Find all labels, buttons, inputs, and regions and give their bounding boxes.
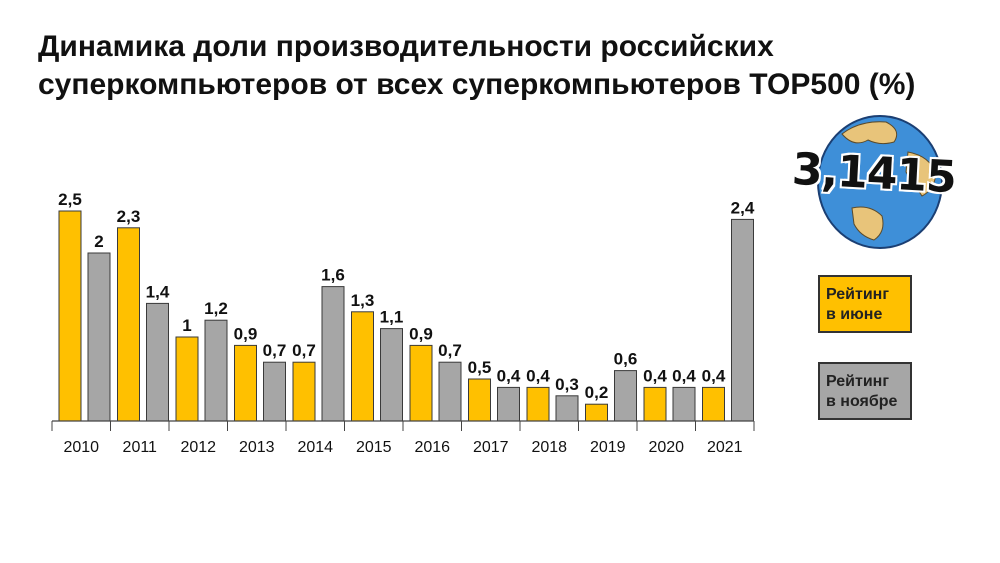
data-label-june-2017: 0,5 <box>468 358 492 377</box>
bar-november-2019 <box>614 370 637 422</box>
data-label-november-2020: 0,4 <box>672 366 696 385</box>
legend-november-line-1: Рейтинг <box>826 373 890 390</box>
data-label-june-2014: 0,7 <box>292 341 316 360</box>
data-label-june-2018: 0,4 <box>526 366 550 385</box>
data-label-june-2012: 1 <box>182 316 191 335</box>
bar-november-2011 <box>146 302 169 422</box>
x-tick-label-2016: 2016 <box>414 439 450 456</box>
x-tick-label-2015: 2015 <box>356 439 392 456</box>
bar-november-2014 <box>321 286 345 422</box>
data-label-november-2015: 1,1 <box>380 308 404 327</box>
bar-june-2013 <box>234 344 257 422</box>
data-label-november-2018: 0,3 <box>555 375 579 394</box>
bar-november-2021 <box>731 218 754 422</box>
data-label-november-2021: 2,4 <box>731 198 755 217</box>
legend-june-line-2: в июне <box>826 306 883 323</box>
chart-title: Динамика доли производительности российс… <box>38 28 978 104</box>
bar-november-2018 <box>555 395 579 422</box>
bar-november-2020 <box>672 386 696 422</box>
data-label-june-2013: 0,9 <box>234 324 258 343</box>
pi-logo-text: 3,1415 <box>790 143 958 204</box>
x-tick-label-2014: 2014 <box>297 439 333 456</box>
data-label-june-2016: 0,9 <box>409 324 433 343</box>
data-label-june-2015: 1,3 <box>351 291 375 310</box>
x-axis: 2010 2011 2012 2013 2014 2015 2016 2017 2018 2019… <box>51 420 755 456</box>
bar-november-2010 <box>87 252 111 422</box>
legend-november-line-2: в ноябре <box>826 393 898 410</box>
bar-june-2015 <box>351 311 374 422</box>
bar-june-2014 <box>292 361 316 422</box>
bar-june-2010 <box>58 210 82 422</box>
bar-june-2011 <box>117 227 140 422</box>
bars-layer: 2,5 2 2,3 1,4 1 1,2 0,9 0,7 0,7 1,6 1,3 1,1 0,9 0,7 0,… <box>58 190 755 422</box>
x-tick-label-2021: 2021 <box>707 439 743 456</box>
bar-november-2015 <box>380 328 403 422</box>
x-tick-label-2017: 2017 <box>473 439 509 456</box>
data-label-november-2014: 1,6 <box>321 266 345 285</box>
bar-june-2020 <box>643 386 667 422</box>
data-label-november-2012: 1,2 <box>204 299 228 318</box>
x-tick-label-2020: 2020 <box>648 439 684 456</box>
data-label-november-2011: 1,4 <box>146 282 170 301</box>
bar-june-2012 <box>175 336 199 422</box>
bar-november-2017 <box>497 386 520 422</box>
x-tick-label-2010: 2010 <box>63 439 99 456</box>
bar-june-2016 <box>409 344 433 422</box>
x-tick-label-2019: 2019 <box>590 439 626 456</box>
bar-november-2012 <box>204 319 228 422</box>
data-label-june-2019: 0,2 <box>585 383 609 402</box>
legend-november: Рейтинг в ноябре <box>818 362 912 420</box>
chart-title-line-2: суперкомпьютеров от всех суперкомпьютеро… <box>38 68 916 101</box>
data-label-june-2010: 2,5 <box>58 190 82 209</box>
data-label-june-2011: 2,3 <box>117 207 141 226</box>
x-tick-label-2018: 2018 <box>531 439 567 456</box>
bar-june-2019 <box>585 403 608 422</box>
data-label-november-2016: 0,7 <box>438 341 462 360</box>
legend-june: Рейтинг в июне <box>818 275 912 333</box>
x-tick-label-2011: 2011 <box>123 439 158 456</box>
data-label-november-2013: 0,7 <box>263 341 287 360</box>
bar-june-2018 <box>526 386 550 422</box>
x-tick-label-2013: 2013 <box>239 439 275 456</box>
bar-june-2021 <box>702 386 725 422</box>
data-label-november-2010: 2 <box>94 232 103 251</box>
data-label-june-2020: 0,4 <box>643 366 667 385</box>
chart-title-line-1: Динамика доли производительности российс… <box>38 30 774 63</box>
bar-november-2016 <box>438 361 462 422</box>
x-tick-label-2012: 2012 <box>180 439 216 456</box>
data-label-november-2019: 0,6 <box>614 350 638 369</box>
bar-november-2013 <box>263 361 286 422</box>
legend-june-line-1: Рейтинг <box>826 286 890 303</box>
bar-june-2017 <box>468 378 491 422</box>
data-label-november-2017: 0,4 <box>497 366 521 385</box>
data-label-june-2021: 0,4 <box>702 366 726 385</box>
globe-icon <box>817 115 943 249</box>
